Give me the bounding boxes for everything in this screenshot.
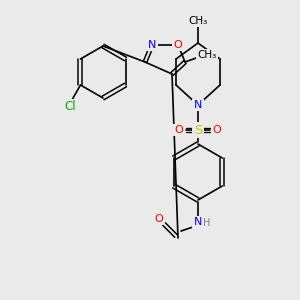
Text: O: O — [154, 214, 164, 224]
Text: Cl: Cl — [65, 100, 76, 113]
Text: O: O — [174, 40, 182, 50]
Text: CH₃: CH₃ — [188, 16, 208, 26]
Text: N: N — [194, 100, 202, 110]
Text: S: S — [194, 124, 202, 136]
Text: CH₃: CH₃ — [197, 50, 217, 60]
Text: O: O — [175, 125, 183, 135]
Text: O: O — [213, 125, 221, 135]
Text: N: N — [148, 40, 156, 50]
Text: H: H — [203, 218, 211, 228]
Text: N: N — [194, 217, 202, 227]
